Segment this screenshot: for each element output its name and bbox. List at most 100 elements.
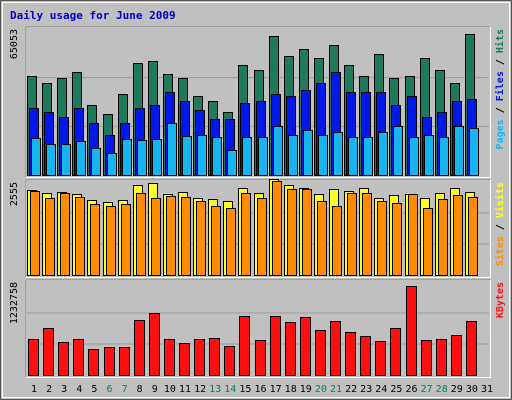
- bar-sites-day-14: [226, 208, 236, 276]
- bar-pages-day-18: [288, 135, 298, 176]
- bar-kbytes-day-27: [421, 340, 432, 376]
- bar-sites-day-21: [332, 206, 342, 276]
- bar-pages-day-16: [258, 137, 268, 176]
- legend-files: Files: [494, 71, 506, 101]
- bar-kbytes-day-11: [179, 343, 190, 376]
- chart-panels: 65053 Pages / Files / Hits 2555 Sites / Vis…: [9, 26, 506, 378]
- bar-kbytes-day-4: [73, 339, 84, 376]
- bar-sites-day-22: [347, 193, 357, 276]
- day-label-29: 29: [451, 384, 463, 395]
- y-max-label: 2555: [9, 182, 20, 206]
- bar-sites-day-16: [257, 198, 267, 276]
- bar-pages-day-27: [424, 135, 434, 176]
- day-label-1: 1: [31, 384, 37, 395]
- bar-pages-day-24: [378, 132, 388, 176]
- bar-pages-day-21: [333, 132, 343, 176]
- bar-pages-day-6: [107, 153, 117, 176]
- day-label-23: 23: [360, 384, 372, 395]
- day-label-13: 13: [209, 384, 221, 395]
- day-label-25: 25: [390, 384, 402, 395]
- bar-sites-day-15: [241, 193, 251, 276]
- day-label-9: 9: [152, 384, 158, 395]
- y-max-label: 1232758: [9, 282, 20, 324]
- panel-kbytes: 1232758 KBytes: [9, 279, 506, 378]
- bar-pages-day-3: [61, 144, 71, 176]
- bar-sites-day-30: [468, 197, 478, 276]
- bar-pages-day-5: [91, 148, 101, 176]
- series-legend-label: KBytes: [495, 282, 506, 318]
- bar-kbytes-day-14: [224, 346, 235, 376]
- bar-kbytes-day-17: [270, 316, 281, 376]
- bar-kbytes-day-26: [406, 286, 417, 376]
- bar-kbytes-day-16: [255, 340, 266, 376]
- chart-title: Daily usage for June 2009: [10, 9, 176, 22]
- bar-kbytes-day-2: [43, 328, 54, 376]
- bar-pages-day-30: [469, 128, 479, 176]
- day-label-7: 7: [122, 384, 128, 395]
- bar-sites-day-2: [45, 198, 55, 276]
- day-label-31: 31: [481, 384, 493, 395]
- bar-pages-day-23: [363, 137, 373, 176]
- day-label-10: 10: [164, 384, 176, 395]
- bar-sites-day-13: [211, 206, 221, 276]
- bar-pages-day-17: [273, 126, 283, 176]
- bar-pages-day-19: [303, 130, 313, 176]
- legend-separator: /: [495, 53, 506, 71]
- bar-kbytes-day-29: [451, 335, 462, 376]
- bar-sites-day-27: [423, 208, 433, 276]
- bar-kbytes-day-24: [375, 341, 386, 376]
- legend-kbytes: KBytes: [495, 282, 506, 318]
- bar-sites-day-12: [196, 201, 206, 276]
- bar-pages-day-13: [212, 137, 222, 176]
- bar-kbytes-day-20: [315, 330, 326, 376]
- day-label-11: 11: [179, 384, 191, 395]
- day-label-4: 4: [76, 384, 82, 395]
- day-label-22: 22: [345, 384, 357, 395]
- day-label-24: 24: [375, 384, 387, 395]
- bar-pages-day-4: [76, 141, 86, 176]
- bar-kbytes-day-7: [119, 347, 130, 376]
- bar-pages-day-9: [152, 139, 162, 176]
- bar-pages-day-10: [167, 123, 177, 176]
- legend-sites: Sites: [494, 236, 506, 266]
- bar-pages-day-26: [409, 137, 419, 176]
- day-label-12: 12: [194, 384, 206, 395]
- day-label-21: 21: [330, 384, 342, 395]
- day-label-20: 20: [315, 384, 327, 395]
- bar-sites-day-8: [136, 193, 146, 276]
- day-label-26: 26: [405, 384, 417, 395]
- y-max-label: 65053: [9, 29, 20, 59]
- bar-kbytes-day-6: [104, 347, 115, 376]
- bar-kbytes-day-19: [300, 317, 311, 376]
- bar-kbytes-day-22: [345, 332, 356, 376]
- bar-pages-day-2: [46, 144, 56, 176]
- bar-kbytes-day-25: [390, 328, 401, 376]
- bar-kbytes-day-10: [164, 339, 175, 376]
- bar-sites-day-17: [272, 181, 282, 276]
- bar-kbytes-day-8: [134, 320, 145, 376]
- bar-kbytes-day-12: [194, 339, 205, 376]
- bar-kbytes-day-21: [330, 321, 341, 376]
- legend-hits: Hits: [494, 29, 506, 53]
- bar-sites-day-20: [317, 201, 327, 276]
- day-label-6: 6: [106, 384, 112, 395]
- bar-sites-day-10: [166, 196, 176, 276]
- bar-sites-day-25: [392, 203, 402, 276]
- legend-visits: Visits: [494, 182, 506, 218]
- bar-pages-day-15: [242, 137, 252, 176]
- bar-sites-day-24: [377, 201, 387, 276]
- bar-sites-day-4: [75, 197, 85, 276]
- day-label-15: 15: [239, 384, 251, 395]
- bar-sites-day-29: [453, 195, 463, 276]
- bar-kbytes-day-1: [28, 339, 39, 376]
- legend-separator: /: [495, 101, 506, 119]
- bar-sites-day-5: [90, 204, 100, 276]
- bar-sites-day-6: [106, 206, 116, 276]
- bar-kbytes-day-18: [285, 322, 296, 376]
- bar-pages-day-20: [318, 135, 328, 176]
- bar-sites-day-23: [362, 193, 372, 276]
- series-legend-label: Pages / Files / Hits: [494, 29, 506, 149]
- day-label-27: 27: [421, 384, 433, 395]
- bar-sites-day-18: [287, 189, 297, 276]
